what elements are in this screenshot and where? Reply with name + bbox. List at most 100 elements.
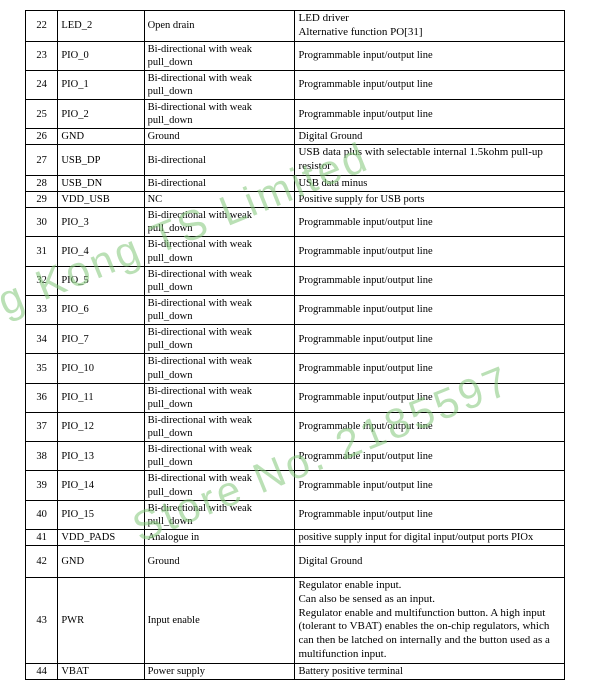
pin-type: Analogue in <box>144 529 295 545</box>
pin-description: Programmable input/output line <box>295 412 565 441</box>
pin-type: Bi-directional with weak pull_down <box>144 295 295 324</box>
pin-number: 35 <box>26 354 58 383</box>
pin-number: 22 <box>26 11 58 42</box>
pin-description: Programmable input/output line <box>295 383 565 412</box>
pin-number: 28 <box>26 175 58 191</box>
pin-description: Programmable input/output line <box>295 70 565 99</box>
table-row: 30PIO_3Bi-directional with weak pull_dow… <box>26 208 565 237</box>
pin-type: Open drain <box>144 11 295 42</box>
pin-name: PIO_7 <box>58 325 144 354</box>
table-row: 26GNDGroundDigital Ground <box>26 129 565 145</box>
pin-type: Bi-directional <box>144 175 295 191</box>
pin-number: 24 <box>26 70 58 99</box>
table-row: 29VDD_USBNCPositive supply for USB ports <box>26 192 565 208</box>
pin-name: VDD_USB <box>58 192 144 208</box>
pin-name: PIO_14 <box>58 471 144 500</box>
table-row: 27USB_DPBi-directionalUSB data plus with… <box>26 145 565 176</box>
pin-description: Programmable input/output line <box>295 41 565 70</box>
pin-name: GND <box>58 129 144 145</box>
pin-number: 26 <box>26 129 58 145</box>
pin-type: Bi-directional with weak pull_down <box>144 500 295 529</box>
pin-name: PIO_4 <box>58 237 144 266</box>
pin-number: 40 <box>26 500 58 529</box>
pin-name: PIO_1 <box>58 70 144 99</box>
pin-name: USB_DN <box>58 175 144 191</box>
pin-name: PWR <box>58 578 144 664</box>
pin-description: LED driverAlternative function PO[31] <box>295 11 565 42</box>
pin-number: 34 <box>26 325 58 354</box>
pin-type: Bi-directional with weak pull_down <box>144 354 295 383</box>
pin-name: PIO_0 <box>58 41 144 70</box>
pin-type: Bi-directional with weak pull_down <box>144 208 295 237</box>
pin-number: 39 <box>26 471 58 500</box>
pin-number: 37 <box>26 412 58 441</box>
pin-description: Programmable input/output line <box>295 295 565 324</box>
pin-number: 27 <box>26 145 58 176</box>
pin-number: 30 <box>26 208 58 237</box>
pin-type: Bi-directional with weak pull_down <box>144 100 295 129</box>
pin-name: USB_DP <box>58 145 144 176</box>
pin-description: Regulator enable input.Can also be sense… <box>295 578 565 664</box>
pin-number: 32 <box>26 266 58 295</box>
pin-description: USB data plus with selectable internal 1… <box>295 145 565 176</box>
pin-number: 42 <box>26 546 58 578</box>
pin-name: PIO_13 <box>58 442 144 471</box>
pin-description: Programmable input/output line <box>295 100 565 129</box>
table-row: 33PIO_6Bi-directional with weak pull_dow… <box>26 295 565 324</box>
pin-number: 44 <box>26 663 58 679</box>
pin-name: PIO_6 <box>58 295 144 324</box>
pin-type: Bi-directional with weak pull_down <box>144 412 295 441</box>
pin-name: PIO_3 <box>58 208 144 237</box>
pin-description: Programmable input/output line <box>295 471 565 500</box>
pin-description: Programmable input/output line <box>295 208 565 237</box>
pin-description: Positive supply for USB ports <box>295 192 565 208</box>
pin-name: LED_2 <box>58 11 144 42</box>
table-row: 37PIO_12Bi-directional with weak pull_do… <box>26 412 565 441</box>
pin-type: Bi-directional with weak pull_down <box>144 471 295 500</box>
pin-number: 23 <box>26 41 58 70</box>
table-row: 24PIO_1Bi-directional with weak pull_dow… <box>26 70 565 99</box>
pin-type: Power supply <box>144 663 295 679</box>
pin-description: Programmable input/output line <box>295 500 565 529</box>
pin-number: 29 <box>26 192 58 208</box>
pin-number: 36 <box>26 383 58 412</box>
table-row: 44VBATPower supplyBattery positive termi… <box>26 663 565 679</box>
pin-type: Bi-directional with weak pull_down <box>144 41 295 70</box>
table-row: 43PWRInput enableRegulator enable input.… <box>26 578 565 664</box>
pin-type: Bi-directional with weak pull_down <box>144 442 295 471</box>
pin-name: GND <box>58 546 144 578</box>
pin-type: Bi-directional <box>144 145 295 176</box>
table-row: 31PIO_4Bi-directional with weak pull_dow… <box>26 237 565 266</box>
table-row: 25PIO_2Bi-directional with weak pull_dow… <box>26 100 565 129</box>
pin-name: PIO_5 <box>58 266 144 295</box>
pin-number: 38 <box>26 442 58 471</box>
pin-number: 31 <box>26 237 58 266</box>
table-row: 38PIO_13Bi-directional with weak pull_do… <box>26 442 565 471</box>
pin-description: Programmable input/output line <box>295 237 565 266</box>
pin-type: Bi-directional with weak pull_down <box>144 383 295 412</box>
table-row: 42GNDGroundDigital Ground <box>26 546 565 578</box>
pin-table: 22LED_2Open drainLED driverAlternative f… <box>25 10 565 680</box>
pin-description: Programmable input/output line <box>295 354 565 383</box>
pin-type: NC <box>144 192 295 208</box>
pin-description: Programmable input/output line <box>295 266 565 295</box>
pin-description: positive supply input for digital input/… <box>295 529 565 545</box>
table-row: 22LED_2Open drainLED driverAlternative f… <box>26 11 565 42</box>
pin-number: 43 <box>26 578 58 664</box>
pin-number: 33 <box>26 295 58 324</box>
pin-type: Bi-directional with weak pull_down <box>144 266 295 295</box>
table-row: 36PIO_11Bi-directional with weak pull_do… <box>26 383 565 412</box>
table-row: 41VDD_PADSAnalogue inpositive supply inp… <box>26 529 565 545</box>
pin-name: VBAT <box>58 663 144 679</box>
pin-description: Digital Ground <box>295 129 565 145</box>
pin-name: PIO_10 <box>58 354 144 383</box>
pin-name: PIO_15 <box>58 500 144 529</box>
pin-description: Digital Ground <box>295 546 565 578</box>
pin-type: Input enable <box>144 578 295 664</box>
table-row: 32PIO_5Bi-directional with weak pull_dow… <box>26 266 565 295</box>
table-row: 39PIO_14Bi-directional with weak pull_do… <box>26 471 565 500</box>
table-row: 35PIO_10Bi-directional with weak pull_do… <box>26 354 565 383</box>
pin-description: Programmable input/output line <box>295 442 565 471</box>
pin-description: USB data minus <box>295 175 565 191</box>
pin-type: Bi-directional with weak pull_down <box>144 70 295 99</box>
